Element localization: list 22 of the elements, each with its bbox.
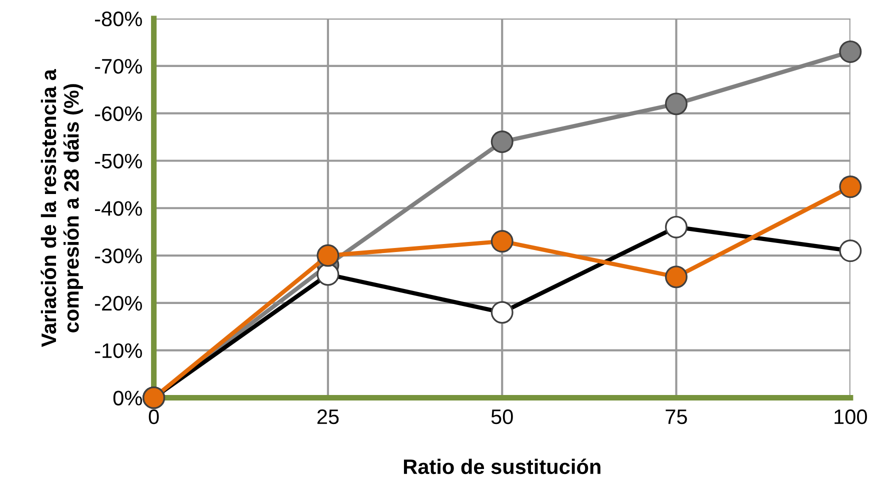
y-tick-label: -80%	[95, 12, 142, 26]
y-tick-label: -50%	[95, 154, 142, 168]
x-tick-label: 25	[317, 409, 339, 424]
point	[490, 230, 514, 253]
x-tick-label: 0	[148, 409, 159, 424]
y-tick-label: -20%	[95, 296, 142, 311]
y-tick-label: -70%	[95, 58, 142, 74]
y-tick-label: -40%	[95, 201, 142, 216]
point	[665, 266, 688, 288]
x-tick-label: 50	[491, 409, 513, 424]
point	[665, 92, 688, 116]
y-tick-label: 0%	[113, 390, 142, 406]
y-tick-label: -60%	[95, 106, 142, 122]
point	[839, 40, 862, 63]
y-tick-label: -10%	[95, 343, 142, 358]
x-tick-label: 75	[666, 410, 687, 424]
point	[839, 176, 862, 198]
y-tick-label: -30%	[95, 248, 142, 264]
x-axis-title: Ratio de sustitución	[404, 458, 600, 474]
point	[490, 130, 514, 154]
x-tick-label: 100	[834, 409, 867, 424]
y-axis-title: Variación de la resistencia a compresión a 28 dáis (%)	[40, 69, 83, 347]
